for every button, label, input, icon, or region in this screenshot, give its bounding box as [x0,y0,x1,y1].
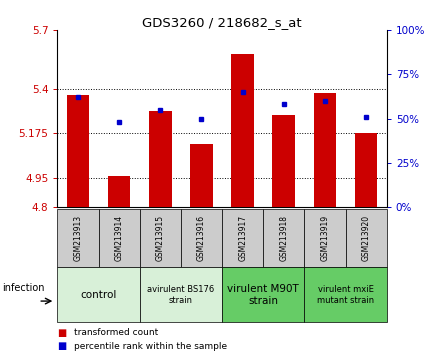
Text: GSM213919: GSM213919 [320,215,329,261]
Text: ■: ■ [57,341,67,351]
Text: GSM213914: GSM213914 [115,215,124,261]
Text: GSM213917: GSM213917 [238,215,247,261]
Text: GSM213918: GSM213918 [279,215,288,261]
Bar [108,176,130,207]
Text: GSM213915: GSM213915 [156,215,165,261]
Text: virulent mxiE
mutant strain: virulent mxiE mutant strain [317,285,374,305]
Text: transformed count: transformed count [74,328,159,337]
Bar [149,111,172,207]
Text: infection: infection [2,283,45,293]
Bar [314,93,336,207]
Bar [190,144,213,207]
Bar [272,115,295,207]
Text: GSM213913: GSM213913 [74,215,82,261]
Text: GSM213920: GSM213920 [362,215,371,261]
Text: control: control [80,290,117,300]
Title: GDS3260 / 218682_s_at: GDS3260 / 218682_s_at [142,16,302,29]
Text: virulent M90T
strain: virulent M90T strain [227,284,299,306]
Bar [67,95,89,207]
Text: GSM213916: GSM213916 [197,215,206,261]
Bar [355,133,377,207]
Text: percentile rank within the sample: percentile rank within the sample [74,342,227,351]
Text: ■: ■ [57,328,67,338]
Text: avirulent BS176
strain: avirulent BS176 strain [147,285,215,305]
Bar [231,54,254,207]
